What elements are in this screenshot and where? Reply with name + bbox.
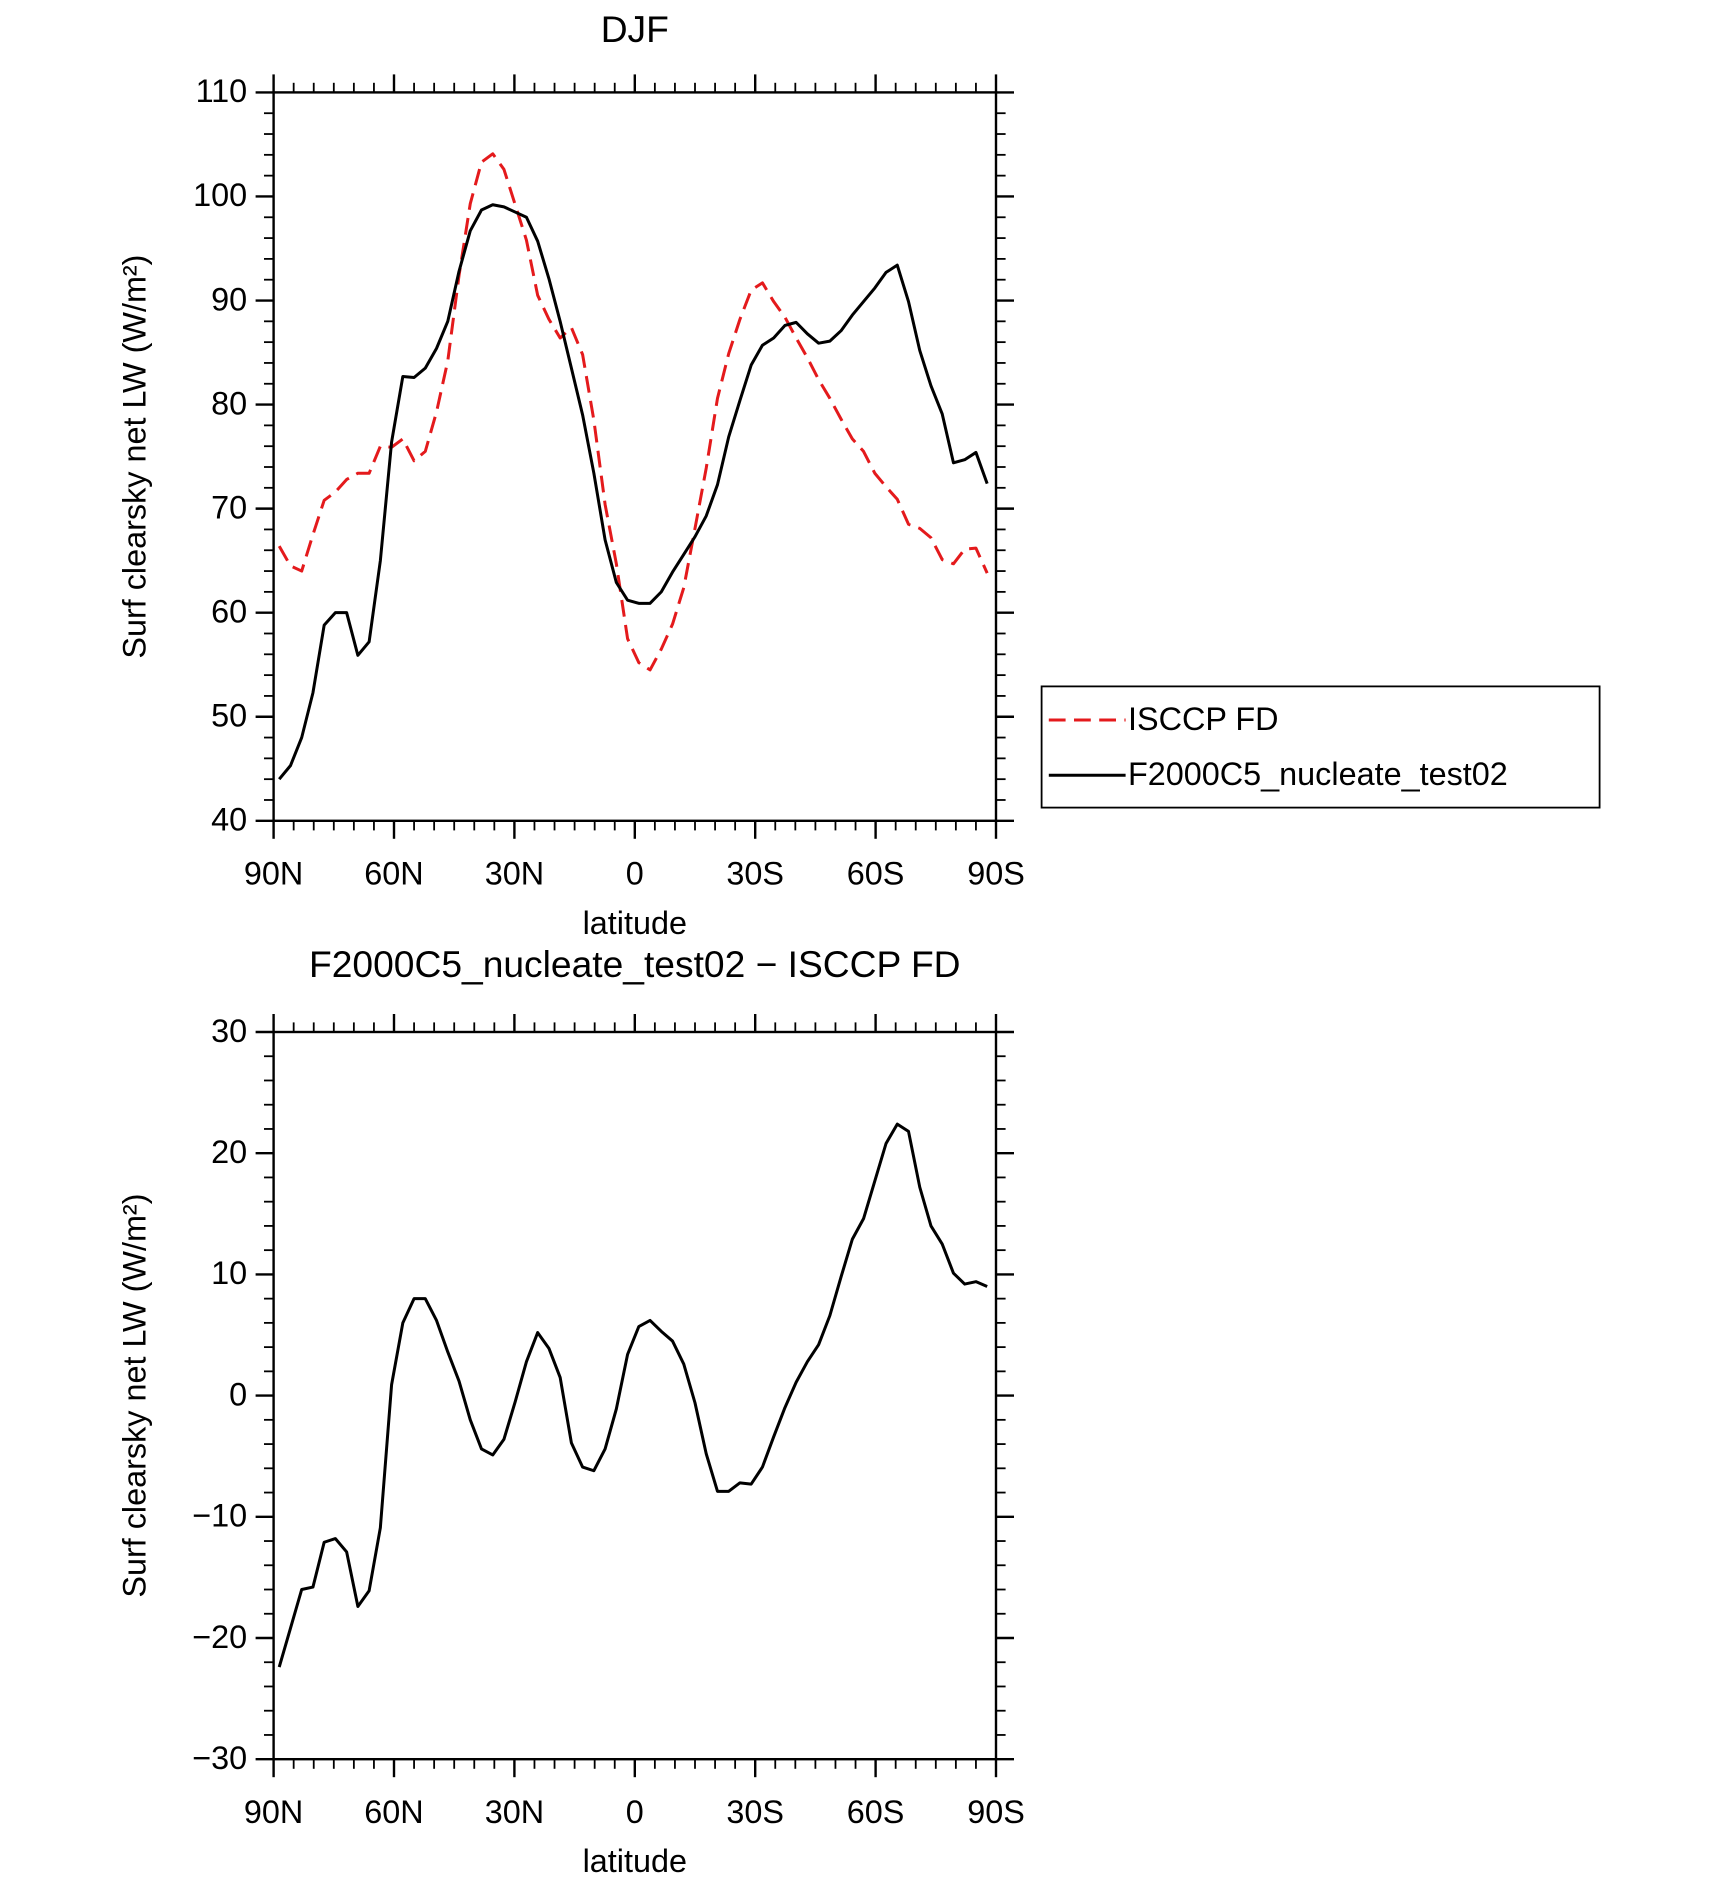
y-tick-label: 0: [229, 1376, 247, 1412]
x-tick-label: 60N: [364, 1794, 423, 1830]
x-tick-label: 60S: [847, 1794, 905, 1830]
x-tick-label: 90N: [244, 1794, 303, 1830]
y-tick-label: 110: [196, 73, 248, 109]
y-tick-label: 30: [211, 1013, 247, 1049]
y-tick-label: −10: [192, 1498, 247, 1534]
x-tick-label: 30S: [726, 1794, 784, 1830]
data-line: [277, 152, 989, 672]
x-tick-label: 0: [626, 856, 644, 892]
data-line: [277, 1122, 988, 1668]
x-tick-label: 30N: [485, 856, 544, 892]
y-tick-label: 100: [193, 177, 247, 213]
x-tick-label: 30N: [485, 1794, 544, 1830]
y-axis-label: Surf clearsky net LW (W/m²): [116, 255, 152, 659]
x-tick-label: 60S: [847, 856, 905, 892]
x-tick-label: 90N: [244, 856, 303, 892]
y-tick-label: 60: [211, 593, 247, 629]
y-tick-label: 20: [211, 1134, 247, 1170]
x-tick-label: 60N: [364, 856, 423, 892]
legend-label: F2000C5_nucleate_test02: [1128, 756, 1508, 792]
y-tick-label: 80: [211, 385, 247, 421]
x-axis-label: latitude: [583, 1843, 687, 1879]
chart-title: F2000C5_nucleate_test02 − ISCCP FD: [309, 943, 961, 985]
y-tick-label: 70: [211, 489, 247, 525]
y-tick-label: −30: [192, 1740, 247, 1776]
chart-title: DJF: [601, 8, 669, 50]
x-tick-label: 90S: [967, 856, 1025, 892]
y-tick-label: 40: [211, 802, 247, 838]
x-tick-label: 0: [626, 1794, 644, 1830]
legend-box: [1040, 685, 1601, 809]
y-tick-label: 90: [211, 281, 247, 317]
y-tick-label: −20: [192, 1619, 247, 1655]
y-tick-label: 10: [211, 1255, 247, 1291]
x-axis-label: latitude: [583, 905, 687, 941]
legend-label: ISCCP FD: [1128, 701, 1279, 737]
data-line: [278, 203, 989, 781]
plot-frame: [272, 91, 998, 822]
x-tick-label: 30S: [726, 856, 784, 892]
x-tick-label: 90S: [967, 1794, 1025, 1830]
y-tick-label: 50: [211, 698, 247, 734]
y-axis-label: Surf clearsky net LW (W/m²): [116, 1194, 152, 1598]
